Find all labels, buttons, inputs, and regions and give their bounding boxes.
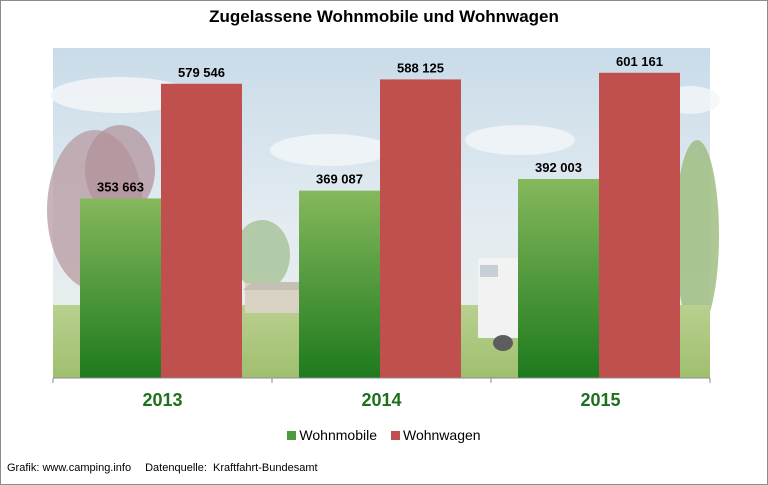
legend-swatch-wohnmobile: [287, 430, 297, 440]
data-label-wohnwagen-2015: 601 161: [616, 54, 663, 69]
credit-grafik: Grafik: www.camping.info: [7, 462, 132, 474]
legend-swatch-wohnwagen: [390, 430, 400, 440]
data-label-wohnmobile-2015: 392 003: [535, 160, 582, 175]
bar-wohnmobile-2014: [299, 190, 380, 378]
legend: Wohnmobile Wohnwagen: [0, 427, 768, 443]
bar-wohnmobile-2013: [80, 198, 161, 378]
data-label-wohnwagen-2014: 588 125: [397, 60, 444, 75]
bar-wohnwagen-2015: [599, 72, 680, 379]
bar-wohnmobile-2015: [518, 178, 599, 378]
legend-item-wohnwagen: Wohnwagen: [390, 427, 481, 443]
legend-label-wohnwagen: Wohnwagen: [402, 427, 481, 443]
x-tick-label-2013: 2013: [142, 390, 182, 410]
data-label-wohnmobile-2013: 353 663: [97, 179, 144, 194]
data-label-wohnwagen-2013: 579 546: [178, 65, 225, 80]
footer-credits: Grafik: www.camping.info Datenquelle: Kra…: [7, 462, 332, 474]
bar-wohnwagen-2014: [380, 79, 461, 379]
data-label-wohnmobile-2014: 369 087: [316, 172, 363, 187]
bar-wohnwagen-2013: [161, 83, 242, 378]
x-tick-label-2015: 2015: [580, 390, 620, 410]
chart-title: Zugelassene Wohnmobile und Wohnwagen: [209, 7, 559, 26]
legend-label-wohnmobile: Wohnmobile: [299, 427, 377, 443]
x-tick-label-2014: 2014: [361, 390, 401, 410]
credit-datenquelle: Datenquelle: Kraftfahrt-Bundesamt: [145, 462, 318, 474]
legend-item-wohnmobile: Wohnmobile: [287, 427, 377, 443]
